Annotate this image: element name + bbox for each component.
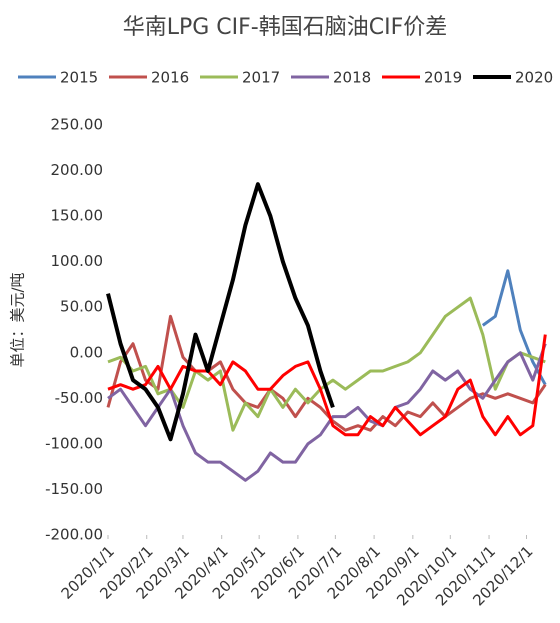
series-line <box>106 182 335 442</box>
y-tick-label: -100.00 <box>45 434 103 452</box>
y-tick-label: 0.00 <box>70 343 103 361</box>
legend-label: 2019 <box>424 69 462 87</box>
y-tick-label: -150.00 <box>45 480 103 498</box>
legend-label: 2016 <box>151 69 189 87</box>
y-tick-label: 50.00 <box>60 298 103 316</box>
chart-title: 华南LPG CIF-韩国石脑油CIF价差 <box>123 15 448 40</box>
legend-label: 2015 <box>60 69 98 87</box>
series-line <box>107 334 547 437</box>
y-tick-label: 100.00 <box>51 252 104 270</box>
legend-label: 2020 <box>515 69 553 87</box>
legend-label: 2017 <box>242 69 280 87</box>
y-tick-label: -50.00 <box>55 389 103 407</box>
y-tick-label: 250.00 <box>51 116 104 134</box>
y-axis-label: 单位：美元/吨 <box>9 272 27 367</box>
y-tick-label: 150.00 <box>51 207 104 225</box>
y-tick-label: -200.00 <box>45 526 103 544</box>
legend-label: 2018 <box>333 69 371 87</box>
series-line <box>481 269 547 386</box>
y-tick-label: 200.00 <box>51 161 104 179</box>
series-line <box>106 314 547 432</box>
